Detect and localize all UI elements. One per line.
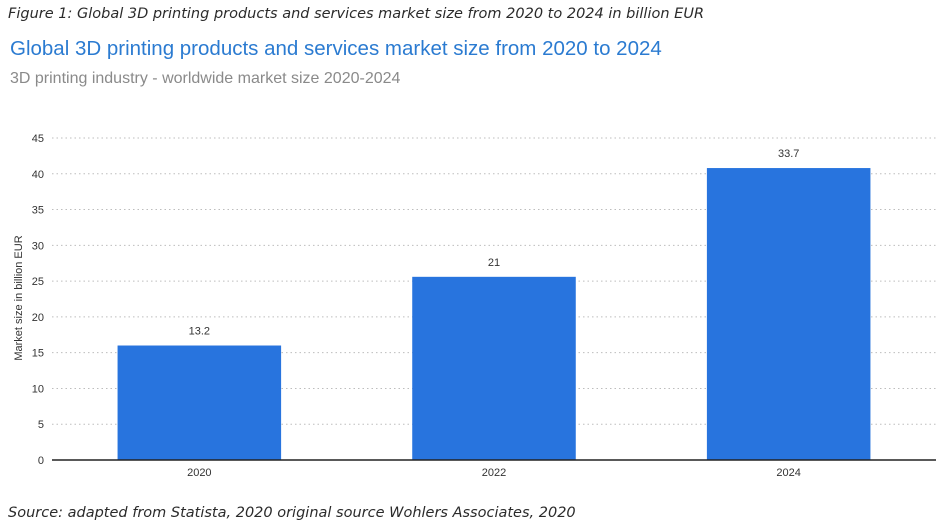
bars — [117, 168, 871, 460]
data-labels: 13.2 21 33.7 — [189, 148, 800, 337]
x-category-label: 2022 — [482, 467, 506, 479]
y-tick-label: 0 — [38, 455, 44, 467]
y-tick-label: 15 — [32, 348, 44, 360]
bar — [412, 276, 576, 460]
y-tick-label: 10 — [32, 383, 44, 395]
source-note: Source: adapted from Statista, 2020 orig… — [8, 505, 576, 521]
data-label: 13.2 — [189, 326, 210, 338]
bar — [706, 168, 871, 460]
y-tick-label: 40 — [32, 169, 44, 181]
y-axis-ticks: 0 5 10 15 20 25 30 35 40 45 — [32, 133, 44, 467]
y-tick-label: 5 — [38, 419, 44, 431]
x-category-label: 2024 — [776, 467, 800, 479]
chart-title: Global 3D printing products and services… — [10, 37, 662, 60]
y-tick-label: 45 — [32, 133, 44, 145]
y-tick-label: 25 — [32, 276, 44, 288]
data-label: 33.7 — [778, 148, 799, 160]
y-axis-label: Market size in billion EUR — [13, 235, 25, 360]
y-tick-label: 35 — [32, 205, 44, 217]
x-category-label: 2020 — [187, 467, 211, 479]
chart-subtitle: 3D printing industry - worldwide market … — [10, 70, 401, 87]
figure-caption: Figure 1: Global 3D printing products an… — [8, 6, 705, 22]
x-axis-categories: 2020 2022 2024 — [187, 467, 801, 479]
bar — [117, 345, 282, 460]
data-label: 21 — [488, 257, 500, 269]
y-tick-label: 20 — [32, 312, 44, 324]
y-tick-label: 30 — [32, 240, 44, 252]
